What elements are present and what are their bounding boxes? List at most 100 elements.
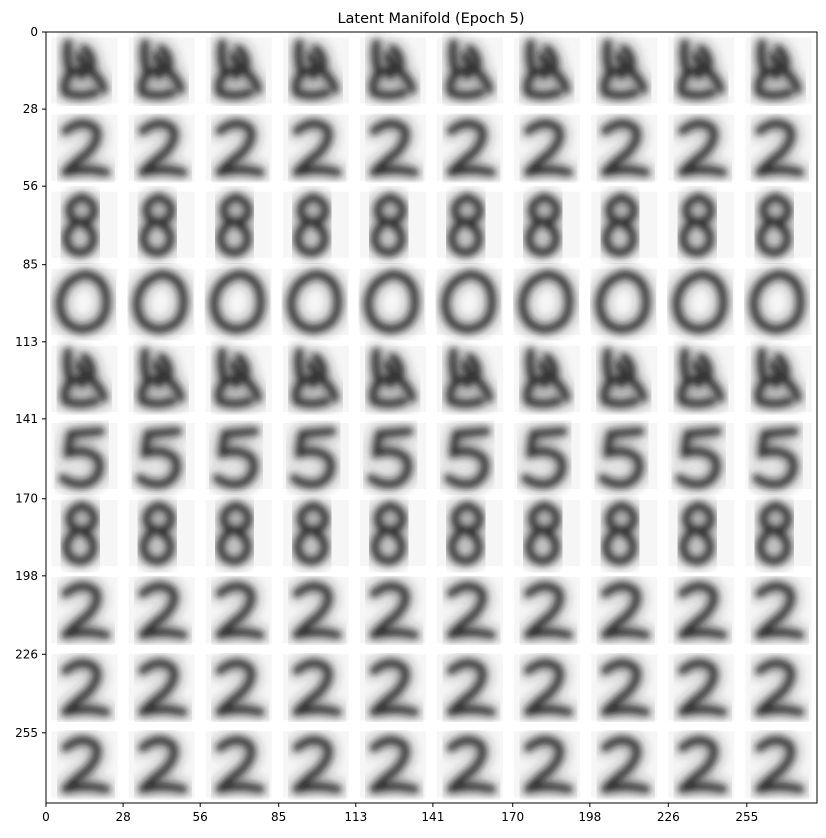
- manifold-tile-r0-c6: [514, 37, 581, 104]
- manifold-tile-r7-c8: [668, 577, 735, 644]
- manifold-tile-r8-c9: [745, 654, 812, 721]
- manifold-tile-r7-c4: [359, 577, 426, 644]
- manifold-tile-r4-c9: [745, 345, 812, 412]
- manifold-tile-r2-c6: [514, 191, 581, 259]
- y-tick-label-4: 113: [15, 335, 38, 349]
- manifold-image: [51, 37, 812, 798]
- manifold-tile-r3-c0: [51, 268, 118, 336]
- manifold-tile-r5-c2: [205, 423, 272, 491]
- manifold-tile-r8-c8: [668, 654, 735, 721]
- manifold-tile-r6-c1: [128, 499, 195, 567]
- manifold-tile-r3-c2: [205, 268, 272, 336]
- manifold-tile-r5-c1: [128, 423, 195, 491]
- manifold-tile-r5-c8: [668, 423, 735, 491]
- x-tick-label-2: 56: [193, 810, 208, 824]
- manifold-tile-r2-c7: [591, 191, 658, 259]
- manifold-tile-r5-c0: [51, 423, 118, 491]
- manifold-tile-r2-c0: [51, 191, 118, 259]
- x-axis: 0 28 56 85 113 141 170 198 226 255: [42, 803, 758, 824]
- manifold-tile-r0-c9: [745, 37, 812, 104]
- manifold-tile-r1-c1: [128, 114, 195, 181]
- manifold-tile-r9-c4: [359, 731, 426, 798]
- manifold-tile-r5-c4: [359, 423, 426, 491]
- manifold-tile-r4-c1: [128, 345, 195, 412]
- manifold-tile-r4-c3: [282, 345, 349, 412]
- manifold-tile-r1-c5: [437, 114, 504, 181]
- y-tick-label-3: 85: [23, 258, 38, 272]
- manifold-tile-r8-c6: [514, 654, 581, 721]
- y-tick-label-7: 198: [15, 569, 38, 583]
- y-tick-label-1: 28: [23, 102, 38, 116]
- x-tick-label-8: 226: [657, 810, 680, 824]
- manifold-tile-r0-c2: [205, 37, 272, 104]
- manifold-tile-r8-c7: [591, 654, 658, 721]
- x-tick-label-7: 198: [578, 810, 601, 824]
- manifold-tile-r9-c9: [745, 731, 812, 798]
- manifold-tile-r7-c7: [591, 577, 658, 644]
- x-tick-label-4: 113: [344, 810, 367, 824]
- y-tick-label-8: 226: [15, 647, 38, 661]
- manifold-tile-r9-c7: [591, 731, 658, 798]
- manifold-tile-r0-c8: [668, 37, 735, 104]
- manifold-tile-r3-c3: [282, 268, 349, 336]
- manifold-tile-r6-c9: [745, 499, 812, 567]
- y-tick-label-0: 0: [30, 25, 38, 39]
- manifold-tile-r9-c3: [282, 731, 349, 798]
- axes-frame: [45, 31, 818, 804]
- manifold-tile-r5-c9: [745, 423, 812, 491]
- manifold-tile-r6-c2: [205, 499, 272, 567]
- manifold-tile-r7-c1: [128, 577, 195, 644]
- manifold-tile-r7-c0: [51, 577, 118, 644]
- manifold-tile-r3-c1: [128, 268, 195, 336]
- manifold-tile-r6-c3: [282, 499, 349, 567]
- manifold-tile-r2-c9: [745, 191, 812, 259]
- x-tick-label-9: 255: [735, 810, 758, 824]
- manifold-tile-r8-c3: [282, 654, 349, 721]
- x-tick-label-6: 170: [501, 810, 524, 824]
- y-axis: 0 28 56 85 113 141 170 198 226 255: [15, 25, 46, 740]
- manifold-tile-r9-c1: [128, 731, 195, 798]
- manifold-tile-r8-c0: [51, 654, 118, 721]
- manifold-tile-r1-c9: [745, 114, 812, 181]
- manifold-tile-r0-c1: [128, 37, 195, 104]
- manifold-tile-r9-c0: [51, 731, 118, 798]
- manifold-tile-r6-c5: [437, 499, 504, 567]
- manifold-tile-r4-c7: [591, 345, 658, 412]
- manifold-tile-r8-c2: [205, 654, 272, 721]
- y-tick-label-5: 141: [15, 412, 38, 426]
- manifold-tile-r7-c3: [282, 577, 349, 644]
- manifold-tile-r4-c0: [51, 345, 118, 412]
- manifold-tile-r4-c2: [205, 345, 272, 412]
- manifold-tile-r0-c0: [51, 37, 118, 104]
- manifold-tile-r5-c5: [437, 423, 504, 491]
- manifold-tile-r1-c2: [205, 114, 272, 181]
- y-tick-label-2: 56: [23, 179, 38, 193]
- manifold-tile-r2-c2: [205, 191, 272, 259]
- y-tick-label-9: 255: [15, 726, 38, 740]
- manifold-tile-r9-c6: [514, 731, 581, 798]
- manifold-tile-r1-c0: [51, 114, 118, 181]
- manifold-tile-r2-c1: [128, 191, 195, 259]
- manifold-tile-r2-c4: [359, 191, 426, 259]
- manifold-tile-r0-c3: [282, 37, 349, 104]
- manifold-tile-r7-c2: [205, 577, 272, 644]
- manifold-tile-r2-c5: [437, 191, 504, 259]
- x-tick-label-0: 0: [42, 810, 50, 824]
- manifold-tile-r9-c5: [437, 731, 504, 798]
- manifold-tile-r9-c8: [668, 731, 735, 798]
- manifold-tile-r8-c5: [437, 654, 504, 721]
- manifold-tile-r0-c7: [591, 37, 658, 104]
- manifold-tile-r6-c4: [359, 499, 426, 567]
- manifold-tile-r5-c3: [282, 423, 349, 491]
- manifold-tile-r1-c4: [359, 114, 426, 181]
- manifold-tile-r4-c6: [514, 345, 581, 412]
- manifold-tile-r1-c7: [591, 114, 658, 181]
- manifold-tile-r6-c6: [514, 499, 581, 567]
- manifold-tile-r3-c9: [745, 268, 812, 336]
- manifold-tile-r5-c6: [514, 423, 581, 491]
- manifold-tile-r0-c4: [359, 37, 426, 104]
- manifold-tile-r3-c8: [668, 268, 735, 336]
- manifold-tile-r4-c4: [359, 345, 426, 412]
